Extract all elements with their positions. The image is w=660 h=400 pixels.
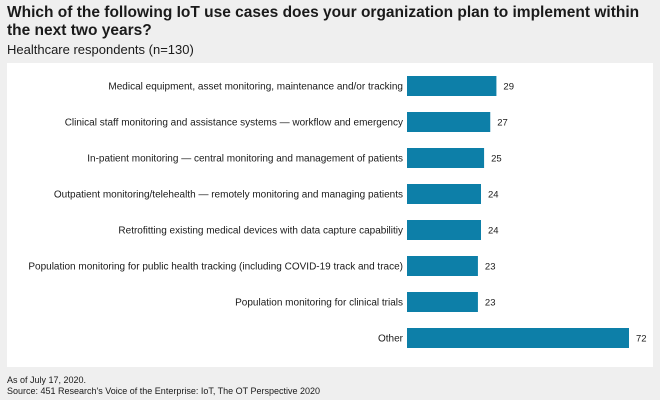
date-note: As of July 17, 2020. — [7, 375, 87, 385]
value-label: 23 — [485, 298, 496, 309]
bar — [407, 76, 497, 96]
category-label: Medical equipment, asset monitoring, mai… — [108, 82, 403, 93]
value-label: 24 — [488, 190, 499, 201]
value-label: 23 — [485, 262, 496, 273]
category-label: Other — [378, 334, 404, 345]
bar — [407, 256, 478, 276]
bar — [407, 184, 481, 204]
source-note: Source: 451 Research's Voice of the Ente… — [7, 386, 321, 396]
category-label: In-patient monitoring — central monitori… — [87, 154, 403, 165]
bar — [407, 148, 485, 168]
bar — [407, 328, 629, 348]
category-label: Population monitoring for public health … — [28, 262, 403, 273]
value-label: 24 — [488, 226, 499, 237]
chart-subtitle: Healthcare respondents (n=130) — [7, 42, 194, 57]
bar-chart: Medical equipment, asset monitoring, mai… — [28, 76, 647, 348]
category-label: Outpatient monitoring/telehealth — remot… — [54, 190, 403, 201]
value-label: 25 — [491, 154, 502, 165]
value-label: 27 — [497, 118, 508, 129]
category-label: Population monitoring for clinical trial… — [235, 298, 403, 309]
bar — [407, 112, 491, 132]
chart-title: Which of the following IoT use cases doe… — [7, 4, 640, 39]
category-label: Retrofitting existing medical devices wi… — [118, 226, 403, 237]
chart-panel: Medical equipment, asset monitoring, mai… — [7, 63, 653, 367]
category-label: Clinical staff monitoring and assistance… — [65, 118, 403, 129]
value-label: 29 — [503, 82, 514, 93]
value-label: 72 — [636, 334, 647, 345]
bar — [407, 220, 481, 240]
bar — [407, 292, 478, 312]
